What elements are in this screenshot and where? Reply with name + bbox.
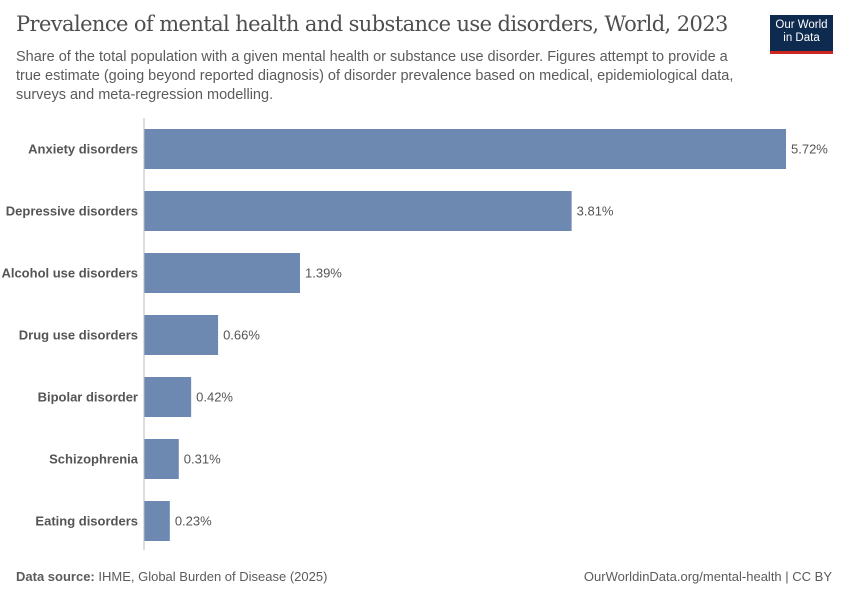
category-label: Depressive disorders — [6, 204, 138, 219]
owid-logo[interactable]: Our World in Data — [770, 15, 833, 54]
category-label: Schizophrenia — [49, 452, 139, 467]
bar[interactable] — [144, 439, 179, 479]
bar[interactable] — [144, 129, 786, 169]
value-label: 0.42% — [196, 390, 233, 405]
bar[interactable] — [144, 253, 301, 293]
value-label: 0.23% — [175, 514, 212, 529]
data-source: Data source: IHME, Global Burden of Dise… — [16, 569, 327, 584]
chart-subtitle: Share of the total population with a giv… — [16, 49, 734, 103]
source-label: Data source: — [16, 569, 95, 584]
url-license[interactable]: OurWorldinData.org/mental-health | CC BY — [583, 569, 832, 584]
logo-line2: in Data — [783, 32, 820, 44]
value-label: 1.39% — [305, 266, 342, 281]
bar[interactable] — [144, 191, 572, 231]
value-label: 0.31% — [184, 452, 221, 467]
category-label: Drug use disorders — [19, 328, 138, 343]
value-label: 5.72% — [791, 142, 828, 157]
category-label: Alcohol use disorders — [1, 266, 138, 281]
category-label: Eating disorders — [35, 514, 138, 529]
logo-line1: Our World — [775, 19, 828, 31]
value-label: 0.66% — [223, 328, 260, 343]
bar[interactable] — [144, 377, 192, 417]
category-label: Anxiety disorders — [28, 142, 138, 157]
bar[interactable] — [144, 315, 219, 355]
chart-title: Prevalence of mental health and substanc… — [16, 12, 728, 36]
source-text: IHME, Global Burden of Disease (2025) — [94, 569, 328, 584]
bar[interactable] — [144, 501, 170, 541]
category-label: Bipolar disorder — [38, 390, 138, 405]
value-label: 3.81% — [577, 204, 614, 219]
